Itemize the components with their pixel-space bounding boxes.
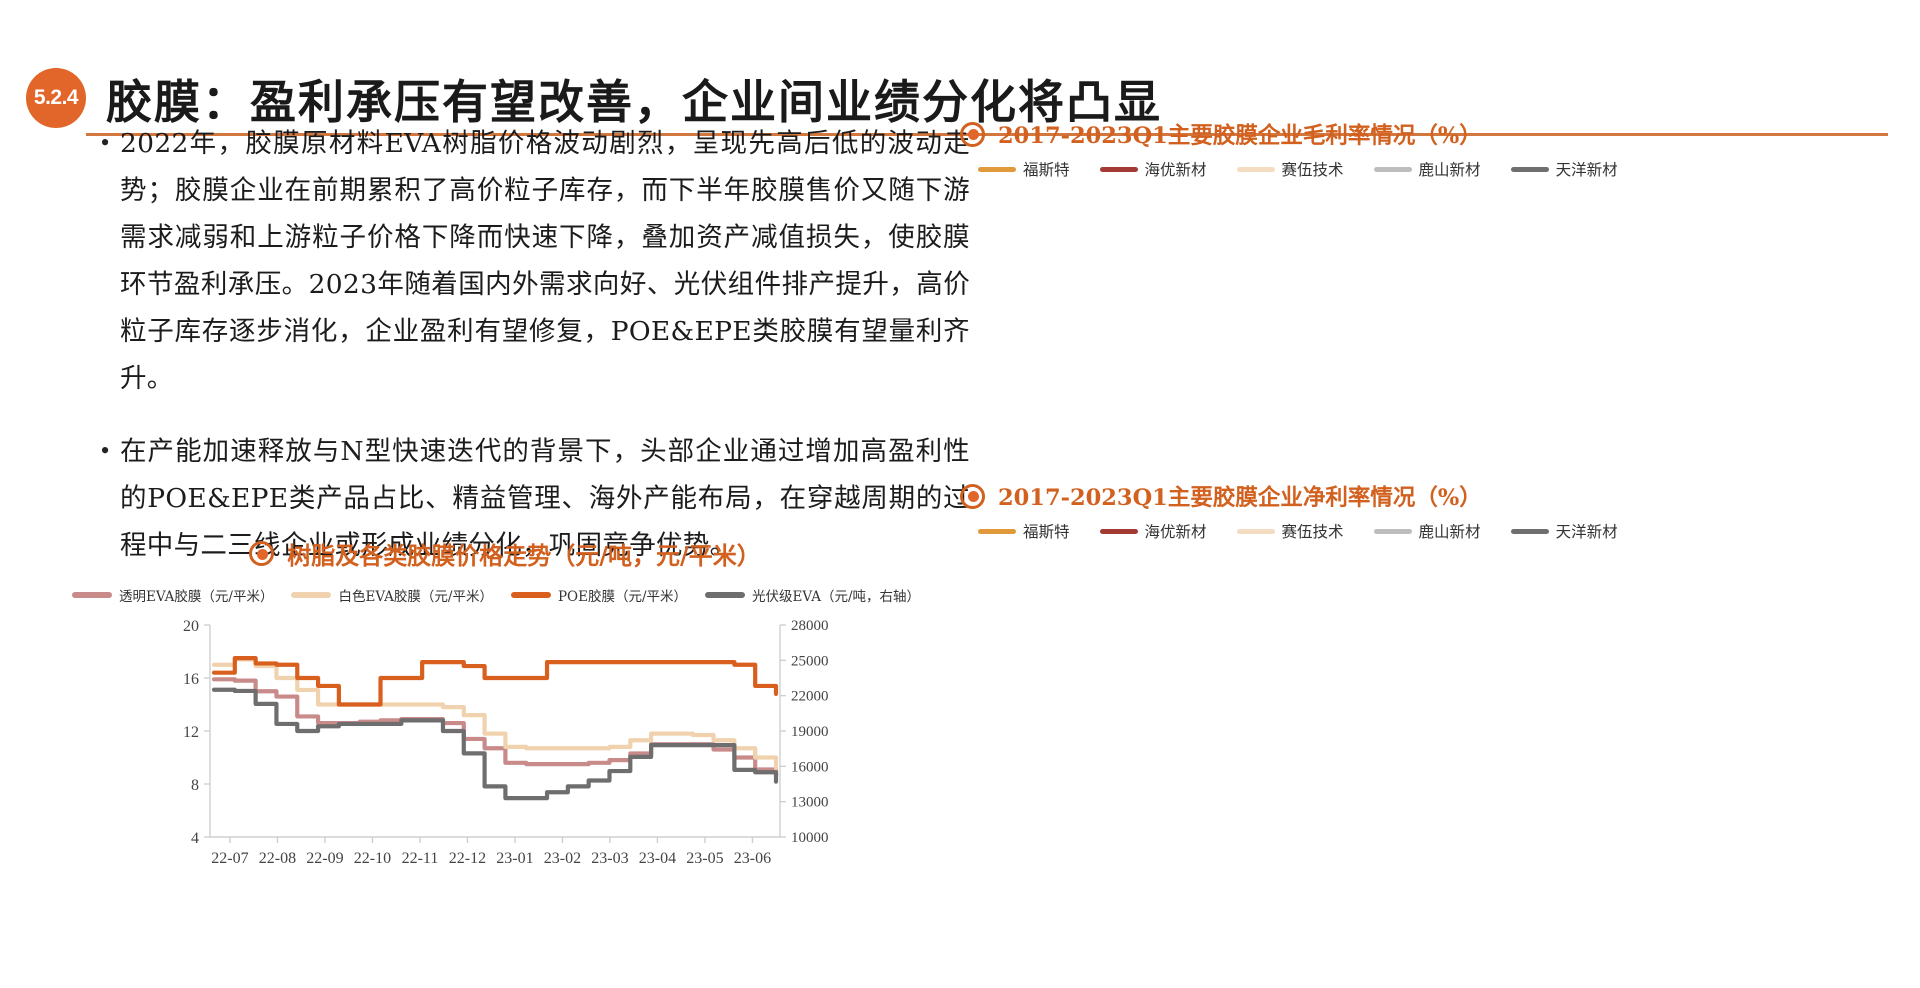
title-underline [86,133,1888,136]
legend-swatch [705,592,746,598]
chart-title-gross-margin: 2017-2023Q1主要胶膜企业毛利率情况（%） [960,118,1660,150]
y2-axis-tick: 10000 [791,830,829,846]
x-axis-tick: 22-12 [449,850,486,867]
y-axis-tick: 4 [191,830,199,847]
legend-swatch [1373,528,1412,534]
x-axis-tick: 22-09 [306,850,343,867]
legend-label: 鹿山新材 [1418,161,1481,179]
chart-resin-film-price: 树脂及各类胶膜价格走势（元/吨，元/平米） 透明EVA胶膜（元/平米） 白色EVA… [71,536,920,906]
legend-item: 白色EVA胶膜（元/平米） [291,585,493,605]
legend-swatch [510,592,551,598]
x-axis-tick: 22-10 [354,850,391,867]
bullseye-icon [249,541,275,566]
series-line [211,656,779,707]
y2-axis-tick: 22000 [791,689,829,705]
x-axis-tick: 22-07 [211,850,248,867]
x-axis-tick: 23-05 [686,850,723,867]
chart-canvas-gross-margin [960,182,1660,472]
page-title: 胶膜：盈利承压有望改善，企业间业绩分化将凸显 [106,75,1162,129]
bullet-marker: • [100,128,110,157]
chart-legend-net-margin: 福斯特 海优新材 赛伍技术 鹿山新材 天洋新材 [978,520,1660,542]
chart-net-margin: 2017-2023Q1主要胶膜企业净利率情况（%） 福斯特 海优新材 赛伍技术 鹿山新… [960,480,1660,849]
legend-label: 天洋新材 [1555,523,1618,541]
bullseye-icon [960,121,985,147]
legend-swatch [978,166,1016,172]
y2-axis-tick: 16000 [791,759,829,775]
chart-canvas-resin: 4 8 12 16 20 10000 13000 16000 19000 22000 25000 28… [183,618,829,867]
legend-label: 透明EVA胶膜（元/平米） [118,589,274,605]
legend-item: 福斯特 [978,158,1070,180]
slide-header: 5.2.4 胶膜：盈利承压有望改善，企业间业绩分化将凸显 [0,28,1920,136]
series-line [211,657,779,771]
legend-swatch [1099,528,1138,534]
legend-label: 海优新材 [1144,523,1207,541]
x-axis-tick: 23-01 [496,850,533,867]
legend-label: 赛伍技术 [1281,161,1344,179]
legend-label: 鹿山新材 [1418,523,1481,541]
legend-swatch [1236,166,1275,172]
y2-axis-tick: 25000 [791,653,829,669]
list-item: • 在产能加速释放与N型快速迭代的背景下，头部企业通过增加高盈利性的POE&EP… [90,428,970,569]
x-axis-tick: 23-06 [734,850,771,867]
legend-swatch [1099,166,1138,172]
bullet-text: 在产能加速释放与N型快速迭代的背景下，头部企业通过增加高盈利性的POE&EPE类… [120,436,970,561]
y-axis-tick: 8 [191,777,199,794]
chart-gross-margin: 2017-2023Q1主要胶膜企业毛利率情况（%） 福斯特 海优新材 赛伍技术 鹿山新… [960,118,1660,477]
y-axis-tick: 12 [183,724,199,741]
legend-item: 海优新材 [1099,520,1207,542]
legend-swatch [978,528,1016,534]
chart-legend-resin: 透明EVA胶膜（元/平米） 白色EVA胶膜（元/平米） POE胶膜（元/平米） 光伏级… [71,585,920,605]
legend-swatch [291,592,332,598]
legend-label: 海优新材 [1144,161,1207,179]
legend-item: 透明EVA胶膜（元/平米） [71,585,274,605]
x-axis-tick: 22-11 [402,850,439,867]
legend-swatch [71,592,112,598]
legend-item: 赛伍技术 [1236,520,1344,542]
legend-label: 福斯特 [1023,161,1070,179]
legend-item: POE胶膜（元/平米） [510,585,688,605]
y-axis-tick: 20 [183,618,199,635]
legend-item: 天洋新材 [1510,520,1618,542]
chart-canvas-net-margin [960,544,1660,844]
legend-label: 白色EVA胶膜（元/平米） [338,589,493,605]
legend-item: 福斯特 [978,520,1070,542]
legend-swatch [1236,528,1275,534]
chart-title-text: 树脂及各类胶膜价格走势（元/吨，元/平米） [287,541,761,570]
chart-legend-gross-margin: 福斯特 海优新材 赛伍技术 鹿山新材 天洋新材 [978,158,1660,180]
x-axis-tick: 23-03 [591,850,628,867]
section-number-badge: 5.2.4 [26,68,86,128]
y2-axis-tick: 13000 [791,795,829,811]
legend-label: 赛伍技术 [1281,523,1344,541]
x-axis-tick: 23-02 [544,850,581,867]
bullet-marker: • [100,436,110,465]
chart-title-text: 2017-2023Q1主要胶膜企业净利率情况（%） [998,485,1482,511]
legend-label: 福斯特 [1023,523,1070,541]
legend-label: 天洋新材 [1555,161,1618,179]
body-bullet-list: • 2022年，胶膜原材料EVA树脂价格波动剧烈，呈现先高后低的波动走势；胶膜企… [90,120,970,595]
chart-title-net-margin: 2017-2023Q1主要胶膜企业净利率情况（%） [960,480,1660,512]
x-axis-tick: 23-04 [639,850,676,867]
series-line [211,687,779,801]
legend-item: 光伏级EVA（元/吨，右轴） [705,585,920,605]
legend-item: 鹿山新材 [1373,520,1481,542]
chart-title-resin: 树脂及各类胶膜价格走势（元/吨，元/平米） [140,536,870,571]
bullseye-icon [960,483,985,509]
y2-axis-tick: 28000 [791,618,829,634]
legend-item: 赛伍技术 [1236,158,1344,180]
y2-axis-tick: 19000 [791,724,829,740]
chart-title-text: 2017-2023Q1主要胶膜企业毛利率情况（%） [998,123,1482,149]
y-axis-tick: 16 [183,671,199,688]
legend-label: 光伏级EVA（元/吨，右轴） [752,589,921,605]
legend-item: 天洋新材 [1510,158,1618,180]
legend-label: POE胶膜（元/平米） [557,589,688,605]
list-item: • 2022年，胶膜原材料EVA树脂价格波动剧烈，呈现先高后低的波动走势；胶膜企… [90,120,970,402]
bullet-text: 2022年，胶膜原材料EVA树脂价格波动剧烈，呈现先高后低的波动走势；胶膜企业在… [120,128,970,394]
legend-swatch [1510,166,1549,172]
legend-swatch [1373,166,1412,172]
legend-item: 海优新材 [1099,158,1207,180]
legend-swatch [1510,528,1549,534]
x-axis-tick: 22-08 [259,850,296,867]
legend-item: 鹿山新材 [1373,158,1481,180]
